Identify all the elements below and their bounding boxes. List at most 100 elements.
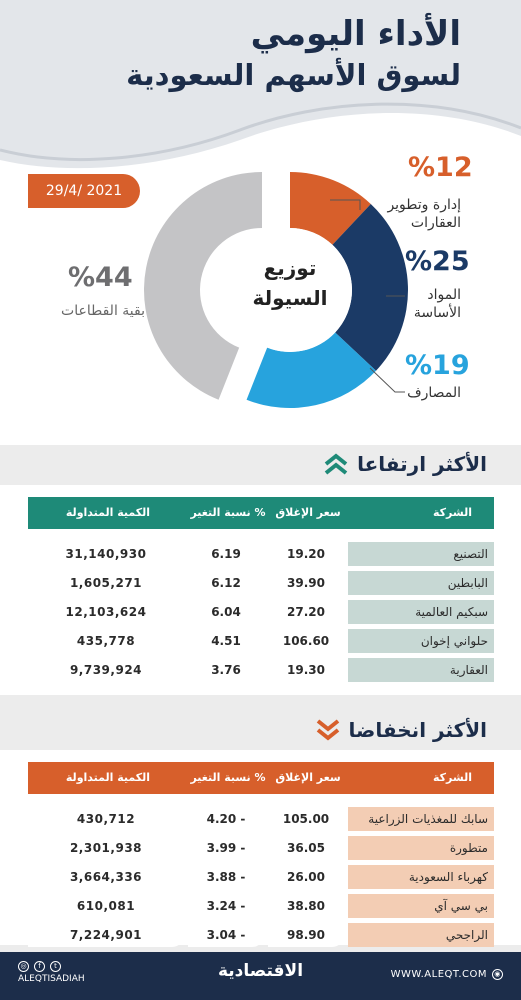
cell-close: 105.00 bbox=[268, 807, 344, 831]
cell-close: 98.90 bbox=[268, 923, 344, 947]
table-row: 12,103,624 6.04 27.20 سبكيم العالمية bbox=[28, 600, 494, 624]
date-badge: 29/4/ 2021 bbox=[28, 174, 140, 208]
cell-company: سابك للمغذيات الزراعية bbox=[348, 807, 494, 831]
cell-change: 3.99 - bbox=[188, 836, 264, 860]
table-row: 31,140,930 6.19 19.20 التصنيع bbox=[28, 542, 494, 566]
cell-change: 4.51 bbox=[188, 629, 264, 653]
cell-close: 19.30 bbox=[268, 658, 344, 682]
cell-qty: 1,605,271 bbox=[28, 571, 184, 595]
pct-other-sectors: %44 bbox=[68, 262, 133, 293]
cell-qty: 3,664,336 bbox=[28, 865, 184, 889]
double-chevron-up-icon bbox=[324, 453, 348, 475]
cell-change: 3.76 bbox=[188, 658, 264, 682]
donut-segment-materials bbox=[332, 203, 408, 371]
cell-qty: 430,712 bbox=[28, 807, 184, 831]
facebook-icon[interactable]: f bbox=[34, 961, 45, 972]
cell-company: كهرباء السعودية bbox=[348, 865, 494, 889]
cell-company: البابطين bbox=[348, 571, 494, 595]
donut-hole bbox=[228, 228, 352, 352]
col-company: الشركة bbox=[432, 506, 472, 519]
label-materials-line2: الأساسة bbox=[413, 305, 461, 321]
donut-segment-banks bbox=[246, 332, 377, 408]
leader-line-real-estate bbox=[330, 199, 361, 210]
cell-change: 3.24 - bbox=[188, 894, 264, 918]
pct-banks: %19 bbox=[405, 350, 470, 381]
col-company: الشركة bbox=[432, 771, 472, 784]
cell-close: 39.90 bbox=[268, 571, 344, 595]
cell-company: بي سي آي bbox=[348, 894, 494, 918]
cell-qty: 7,224,901 bbox=[28, 923, 184, 947]
leader-line-banks bbox=[369, 367, 405, 393]
cell-change: 6.12 bbox=[188, 571, 264, 595]
label-other-sectors: بقية القطاعات bbox=[61, 303, 145, 319]
col-change: نسبة التغير % bbox=[190, 771, 266, 784]
losers-table: الكمية المتداولة نسبة التغير % سعر الإغل… bbox=[28, 762, 494, 947]
globe-icon: ◉ bbox=[492, 969, 503, 980]
website-link[interactable]: WWW.ALEQT.COM ◉ bbox=[391, 969, 503, 980]
donut-segment-other bbox=[144, 172, 262, 400]
cell-change: 3.88 - bbox=[188, 865, 264, 889]
table-row: 7,224,901 3.04 -98.90 الراجحي bbox=[28, 923, 494, 947]
cell-qty: 435,778 bbox=[28, 629, 184, 653]
table-row: 435,778 4.51 106.60 حلواني إخوان bbox=[28, 629, 494, 653]
cell-qty: 610,081 bbox=[28, 894, 184, 918]
cell-change: 6.19 bbox=[188, 542, 264, 566]
label-real-estate: إدارة وتطوير العقارات bbox=[387, 196, 461, 232]
col-change: نسبة التغير % bbox=[190, 506, 266, 519]
social-handle[interactable]: ALEQTISADIAH bbox=[18, 974, 85, 984]
liquidity-donut-chart bbox=[144, 172, 408, 408]
donut-center-label: توزيع السيولة bbox=[234, 253, 346, 313]
cell-qty: 12,103,624 bbox=[28, 600, 184, 624]
page-subtitle: لسوق الأسهم السعودية bbox=[126, 58, 461, 92]
col-qty: الكمية المتداولة bbox=[65, 771, 151, 784]
label-real-estate-line1: إدارة وتطوير bbox=[387, 197, 461, 213]
website-text[interactable]: WWW.ALEQT.COM bbox=[390, 969, 487, 980]
gainers-heading: الأكثر ارتفاعا bbox=[323, 452, 487, 476]
label-real-estate-line2: العقارات bbox=[410, 215, 461, 231]
gainers-table: الكمية المتداولة نسبة التغير % سعر الإغل… bbox=[28, 497, 494, 682]
cell-close: 106.60 bbox=[268, 629, 344, 653]
cell-change: 3.04 - bbox=[188, 923, 264, 947]
table-row: 1,605,271 6.12 39.90 البابطين bbox=[28, 571, 494, 595]
cell-company: التصنيع bbox=[348, 542, 494, 566]
cell-close: 19.20 bbox=[268, 542, 344, 566]
cell-close: 26.00 bbox=[268, 865, 344, 889]
double-chevron-down-icon bbox=[316, 719, 339, 741]
cell-change: 6.04 bbox=[188, 600, 264, 624]
cell-qty: 9,739,924 bbox=[28, 658, 184, 682]
col-close: سعر الإغلاق bbox=[275, 771, 341, 784]
label-materials: المواد الأساسة bbox=[414, 286, 461, 322]
table-row: 2,301,938 3.99 -36.05 متطورة bbox=[28, 836, 494, 860]
donut-center-line1: توزيع bbox=[263, 256, 317, 280]
label-banks: المصارف bbox=[407, 385, 461, 401]
social-block: ◎ f t ALEQTISADIAH bbox=[18, 961, 85, 984]
col-qty: الكمية المتداولة bbox=[65, 506, 151, 519]
gainers-table-header: الكمية المتداولة نسبة التغير % سعر الإغل… bbox=[28, 497, 494, 529]
donut-segment-real-estate bbox=[290, 172, 371, 245]
cell-close: 36.05 bbox=[268, 836, 344, 860]
col-close: سعر الإغلاق bbox=[275, 506, 341, 519]
hero-panel: الأداء اليومي لسوق الأسهم السعودية 29/4/… bbox=[0, 0, 521, 445]
losers-heading: الأكثر انخفاضا bbox=[315, 718, 487, 742]
cell-qty: 2,301,938 bbox=[28, 836, 184, 860]
cell-change: 4.20 - bbox=[188, 807, 264, 831]
brand-logo: الاقتصادية bbox=[217, 961, 304, 981]
cell-close: 38.80 bbox=[268, 894, 344, 918]
table-row: 430,712 4.20 -105.00 سابك للمغذيات الزراعي… bbox=[28, 807, 494, 831]
twitter-icon[interactable]: t bbox=[50, 961, 61, 972]
instagram-icon[interactable]: ◎ bbox=[18, 961, 29, 972]
date-text: 29/4/ 2021 bbox=[45, 183, 123, 199]
losers-table-header: الكمية المتداولة نسبة التغير % سعر الإغل… bbox=[28, 762, 494, 794]
gainers-heading-text: الأكثر ارتفاعا bbox=[357, 452, 487, 476]
cell-company: العقارية bbox=[348, 658, 494, 682]
footer-bar: ◎ f t ALEQTISADIAH الاقتصادية WWW.ALEQT.… bbox=[0, 952, 521, 1000]
pct-real-estate: %12 bbox=[408, 152, 473, 183]
label-materials-line1: المواد bbox=[427, 287, 461, 303]
cell-company: سبكيم العالمية bbox=[348, 600, 494, 624]
cell-company: الراجحي bbox=[348, 923, 494, 947]
losers-heading-text: الأكثر انخفاضا bbox=[348, 718, 487, 742]
page-title: الأداء اليومي bbox=[250, 14, 461, 54]
cell-close: 27.20 bbox=[268, 600, 344, 624]
cell-company: حلواني إخوان bbox=[348, 629, 494, 653]
table-row: 610,081 3.24 -38.80 بي سي آي bbox=[28, 894, 494, 918]
